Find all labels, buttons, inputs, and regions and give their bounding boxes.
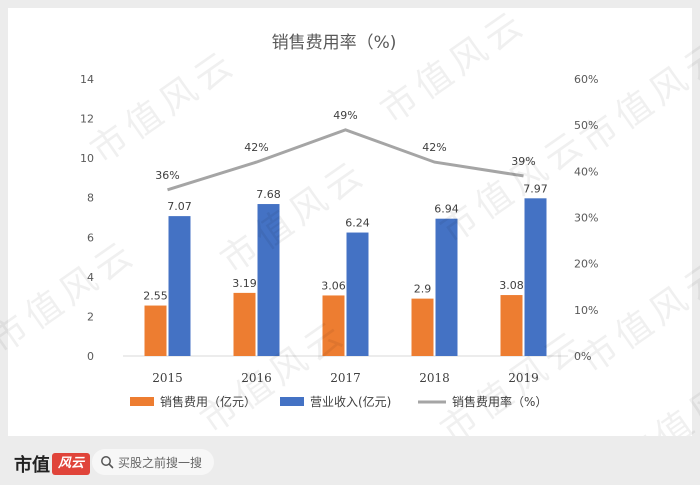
bar-sales-expense	[500, 295, 523, 356]
right-axis-tick: 30%	[574, 212, 598, 225]
data-label-revenue: 6.94	[434, 203, 459, 216]
data-label-expense-ratio: 42%	[422, 141, 446, 154]
right-axis-tick: 0%	[574, 350, 591, 363]
bar-revenue	[257, 204, 280, 356]
search-box[interactable]: 买股之前搜一搜	[92, 449, 214, 475]
search-icon	[101, 456, 114, 469]
search-placeholder: 买股之前搜一搜	[118, 455, 203, 470]
legend-label: 销售费用率（%）	[452, 394, 547, 409]
bar-revenue	[435, 218, 458, 356]
data-label-sales-expense: 2.55	[143, 290, 168, 303]
left-axis-tick: 14	[80, 73, 94, 86]
data-label-sales-expense: 3.19	[232, 277, 257, 290]
bar-revenue	[524, 198, 547, 356]
chart-svg: 销售费用率（%) 0 2 4 6 8 10 12 14 0% 10% 20% 30% 40% 50% 60% 2…	[80, 33, 598, 409]
data-label-revenue: 7.97	[523, 182, 548, 195]
data-label-revenue: 7.07	[167, 200, 192, 213]
data-label-sales-expense: 3.08	[499, 279, 524, 292]
right-axis-tick: 50%	[574, 119, 598, 132]
line-sales-expense-ratio	[167, 128, 524, 192]
chart-title: 销售费用率（%)	[272, 33, 397, 53]
left-axis-tick: 0	[87, 350, 94, 363]
legend-label: 销售费用（亿元）	[160, 394, 256, 409]
bar-sales-expense	[411, 298, 434, 356]
x-axis-tick: 2017	[330, 371, 361, 385]
bar-sales-expense	[322, 295, 345, 356]
right-axis-tick: 20%	[574, 258, 598, 271]
left-axis-tick: 2	[87, 310, 94, 323]
left-axis-tick: 8	[87, 192, 94, 205]
left-axis-tick: 12	[80, 113, 94, 126]
data-label-revenue: 7.68	[256, 188, 281, 201]
x-axis-tick: 2016	[241, 371, 272, 385]
data-label-expense-ratio: 49%	[333, 109, 357, 122]
right-axis-tick: 10%	[574, 304, 598, 317]
right-axis-tick: 60%	[574, 73, 598, 86]
left-axis-tick: 6	[87, 231, 94, 244]
right-axis-tick: 40%	[574, 165, 598, 178]
bar-revenue	[168, 216, 191, 356]
legend-swatch	[130, 397, 154, 406]
data-label-expense-ratio: 39%	[511, 155, 535, 168]
legend-swatch	[280, 397, 304, 406]
x-axis-tick: 2019	[508, 371, 539, 385]
data-label-expense-ratio: 42%	[244, 141, 268, 154]
x-axis-tick: 2018	[419, 371, 450, 385]
brand-logo[interactable]: 市值 风云	[14, 451, 90, 477]
left-axis-tick: 4	[87, 271, 94, 284]
bar-sales-expense	[144, 305, 167, 356]
x-axis-tick: 2015	[152, 371, 183, 385]
data-label-expense-ratio: 36%	[155, 169, 179, 182]
data-label-sales-expense: 3.06	[321, 279, 346, 292]
data-label-revenue: 6.24	[345, 217, 370, 230]
footer-bar: 市值 风云 买股之前搜一搜	[0, 436, 700, 485]
left-axis-tick: 10	[80, 152, 94, 165]
data-label-sales-expense: 2.9	[414, 283, 432, 296]
brand-text: 市值	[14, 455, 50, 476]
brand-icon: 风云	[52, 453, 90, 475]
bar-revenue	[346, 232, 369, 356]
bar-sales-expense	[233, 292, 256, 356]
legend-label: 营业收入(亿元)	[310, 394, 391, 409]
